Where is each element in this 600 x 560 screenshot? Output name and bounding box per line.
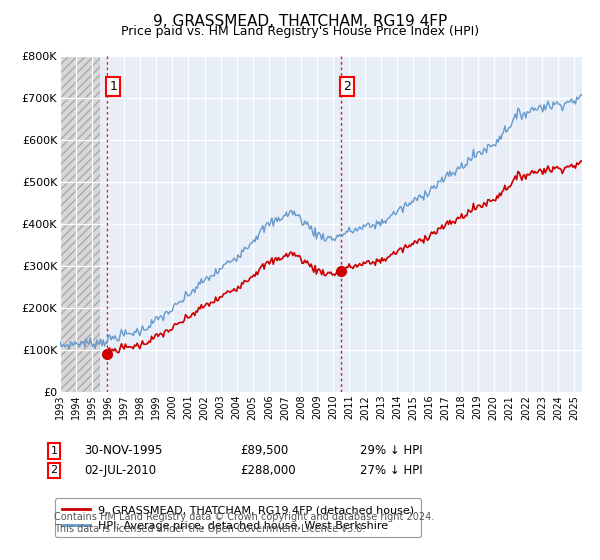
- HPI: Average price, detached house, West Berkshire: (2.03e+03, 7.06e+05): Average price, detached house, West Berk…: [578, 92, 586, 99]
- Line: 9, GRASSMEAD, THATCHAM, RG19 4FP (detached house): 9, GRASSMEAD, THATCHAM, RG19 4FP (detach…: [107, 161, 582, 354]
- HPI: Average price, detached house, West Berkshire: (2.02e+03, 5.01e+05): Average price, detached house, West Berk…: [437, 178, 445, 185]
- Legend: 9, GRASSMEAD, THATCHAM, RG19 4FP (detached house), HPI: Average price, detached : 9, GRASSMEAD, THATCHAM, RG19 4FP (detach…: [55, 498, 421, 537]
- 9, GRASSMEAD, THATCHAM, RG19 4FP (detached house): [122, 340, 129, 347]
- Text: 27% ↓ HPI: 27% ↓ HPI: [360, 464, 422, 477]
- 9, GRASSMEAD, THATCHAM, RG19 4FP (detached house): [224, 288, 231, 295]
- HPI: Average price, detached house, West Berkshire: (1.99e+03, 1.02e+05): Average price, detached house, West Berk…: [65, 346, 73, 353]
- Text: £89,500: £89,500: [240, 444, 288, 458]
- 9, GRASSMEAD, THATCHAM, RG19 4FP (detached house): [103, 351, 110, 358]
- Text: 29% ↓ HPI: 29% ↓ HPI: [360, 444, 422, 458]
- Text: Contains HM Land Registry data © Crown copyright and database right 2024.
This d: Contains HM Land Registry data © Crown c…: [54, 512, 434, 534]
- Text: 1: 1: [50, 446, 58, 456]
- Bar: [100, 56, 598, 392]
- 9, GRASSMEAD, THATCHAM, RG19 4FP (detached house): [166, 326, 173, 333]
- 9, GRASSMEAD, THATCHAM, RG19 4FP (detached house): [110, 348, 117, 354]
- 9, GRASSMEAD, THATCHAM, RG19 4FP (detached house): [437, 225, 445, 232]
- HPI: Average price, detached house, West Berkshire: (2e+03, 3.12e+05): Average price, detached house, West Berk…: [228, 258, 235, 264]
- HPI: Average price, detached house, West Berkshire: (2.01e+03, 4.16e+05): Average price, detached house, West Berk…: [386, 214, 393, 221]
- 9, GRASSMEAD, THATCHAM, RG19 4FP (detached house): [578, 158, 586, 165]
- HPI: Average price, detached house, West Berkshire: (2.02e+03, 5.02e+05): Average price, detached house, West Berk…: [434, 178, 442, 185]
- HPI: Average price, detached house, West Berkshire: (2e+03, 1.33e+05): Average price, detached house, West Berk…: [121, 333, 128, 339]
- HPI: Average price, detached house, West Berkshire: (2.03e+03, 7.08e+05): Average price, detached house, West Berk…: [577, 91, 584, 98]
- 9, GRASSMEAD, THATCHAM, RG19 4FP (detached house): [106, 344, 113, 351]
- Text: 2: 2: [50, 465, 58, 475]
- HPI: Average price, detached house, West Berkshire: (2.01e+03, 4.04e+05): Average price, detached house, West Berk…: [265, 219, 272, 226]
- Text: 9, GRASSMEAD, THATCHAM, RG19 4FP: 9, GRASSMEAD, THATCHAM, RG19 4FP: [153, 14, 447, 29]
- HPI: Average price, detached house, West Berkshire: (1.99e+03, 1.2e+05): Average price, detached house, West Berk…: [56, 338, 64, 345]
- Text: 2: 2: [343, 80, 352, 93]
- Text: £288,000: £288,000: [240, 464, 296, 477]
- Text: 1: 1: [109, 80, 117, 93]
- Text: 30-NOV-1995: 30-NOV-1995: [84, 444, 163, 458]
- Bar: [60, 56, 100, 392]
- Line: HPI: Average price, detached house, West Berkshire: HPI: Average price, detached house, West…: [60, 95, 582, 349]
- 9, GRASSMEAD, THATCHAM, RG19 4FP (detached house): [577, 157, 584, 164]
- Text: 02-JUL-2010: 02-JUL-2010: [84, 464, 156, 477]
- Text: Price paid vs. HM Land Registry's House Price Index (HPI): Price paid vs. HM Land Registry's House …: [121, 25, 479, 38]
